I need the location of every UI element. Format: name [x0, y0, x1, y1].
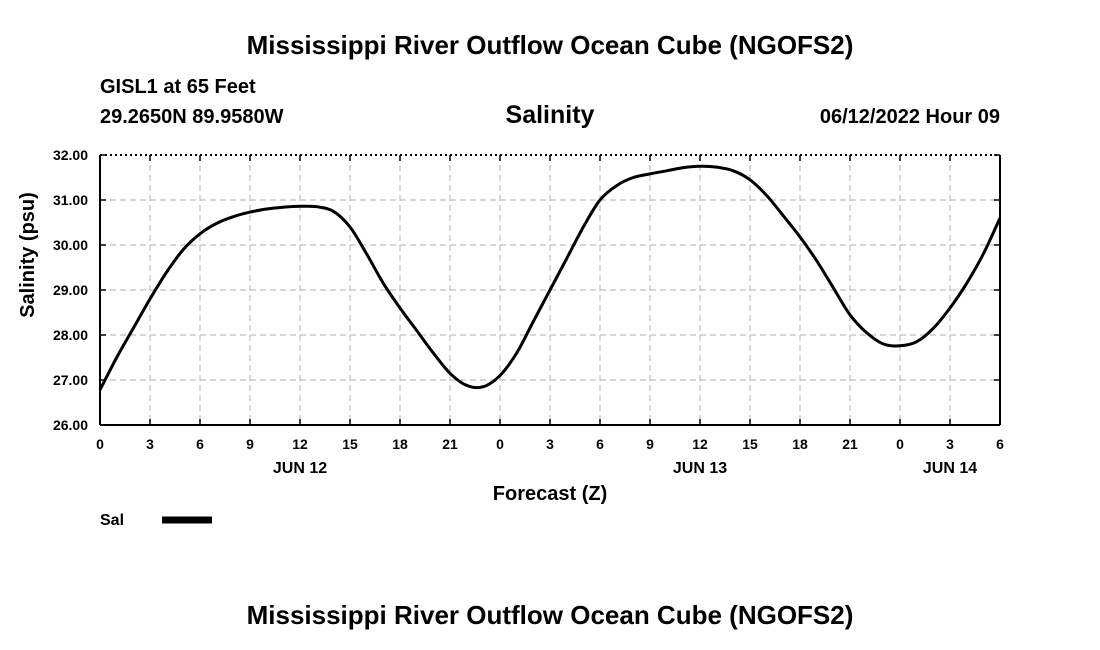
chart-main-title: Mississippi River Outflow Ocean Cube (NG… [246, 30, 854, 60]
x-date-label: JUN 13 [673, 460, 727, 477]
x-tick-label: 9 [646, 436, 654, 452]
x-tick-label: 15 [742, 436, 758, 452]
footer-title: Mississippi River Outflow Ocean Cube (NG… [246, 600, 854, 630]
x-axis-label: Forecast (Z) [493, 483, 607, 505]
y-tick-label: 32.00 [53, 147, 88, 163]
x-tick-label: 12 [292, 436, 308, 452]
station-label: GISL1 at 65 Feet [100, 76, 256, 98]
x-tick-label: 18 [392, 436, 408, 452]
y-axis-label: Salinity (psu) [17, 192, 39, 318]
legend: Sal [100, 512, 212, 529]
y-tick-label: 31.00 [53, 192, 88, 208]
x-tick-label: 3 [146, 436, 154, 452]
y-tick-label: 29.00 [53, 282, 88, 298]
forecast-datetime: 06/12/2022 Hour 09 [819, 106, 1000, 128]
x-tick-label: 21 [442, 436, 458, 452]
x-tick-label: 6 [196, 436, 204, 452]
x-tick-label: 9 [246, 436, 254, 452]
x-tick-label: 0 [496, 436, 504, 452]
x-tick-label: 3 [946, 436, 954, 452]
x-date-label: JUN 14 [923, 460, 977, 477]
x-tick-label: 6 [996, 436, 1004, 452]
x-date-label: JUN 12 [273, 460, 327, 477]
y-tick-label: 26.00 [53, 417, 88, 433]
series-line-sal [98, 164, 1002, 391]
coordinates-label: 29.2650N 89.9580W [100, 106, 284, 128]
x-tick-label: 3 [546, 436, 554, 452]
x-tick-label: 0 [896, 436, 904, 452]
x-tick-label: 21 [842, 436, 858, 452]
x-tick-label: 0 [96, 436, 104, 452]
y-tick-label: 27.00 [53, 372, 88, 388]
x-tick-label: 15 [342, 436, 358, 452]
chart-subtitle: Salinity [505, 101, 595, 129]
legend-label: Sal [100, 512, 124, 529]
x-tick-label: 18 [792, 436, 808, 452]
y-tick-label: 30.00 [53, 237, 88, 253]
x-tick-label: 12 [692, 436, 708, 452]
x-tick-label: 6 [596, 436, 604, 452]
y-tick-label: 28.00 [53, 327, 88, 343]
